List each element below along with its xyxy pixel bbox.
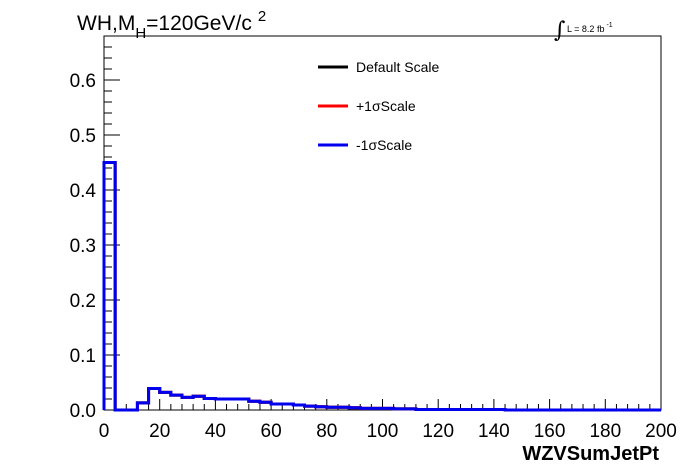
- y-tick-label: 0.4: [70, 181, 97, 202]
- legend: Default Scale +1σScale -1σScale: [318, 59, 439, 153]
- x-tick-label: 120: [422, 421, 454, 442]
- y-tick-label: 0.1: [70, 346, 96, 367]
- x-tick-label: 60: [261, 421, 282, 442]
- chart-title: WH,MH=120GeV/c 2: [77, 8, 266, 42]
- y-axis-ticks: 0.0 0.1 0.2 0.3 0.4 0.5 0.6: [70, 46, 120, 422]
- x-tick-label: 180: [589, 421, 621, 442]
- x-axis-label: WZVSumJetPt: [522, 443, 659, 465]
- legend-entry-plus-sigma-scale: +1σScale: [318, 98, 416, 114]
- x-axis-ticks: 0 20 40 60 80 100 120 140 160 180 200: [99, 399, 677, 442]
- x-tick-label: 40: [205, 421, 226, 442]
- y-tick-label: 0.3: [70, 236, 96, 257]
- series-layer: [102, 161, 661, 412]
- legend-label-plus-sigma-scale: +1σScale: [356, 98, 416, 114]
- title-superscript: 2: [258, 8, 266, 25]
- x-tick-label: 140: [478, 421, 510, 442]
- y-tick-label: 0.5: [70, 126, 96, 147]
- y-tick-label: 0.6: [70, 71, 96, 92]
- y-tick-label: 0.2: [70, 291, 96, 312]
- title-subscript: H: [135, 25, 146, 42]
- x-tick-label: 0: [99, 421, 110, 442]
- luminosity-superscript: -1: [606, 22, 612, 29]
- y-tick-label: 0.0: [70, 401, 96, 422]
- x-tick-label: 100: [367, 421, 399, 442]
- luminosity-label: L = 8.2 fb -1: [567, 22, 613, 34]
- title-base: WH,M: [77, 12, 135, 35]
- luminosity-text: L = 8.2 fb: [567, 24, 604, 34]
- series-line-2: [102, 161, 661, 412]
- luminosity-integral-sign: ∫: [554, 18, 566, 43]
- legend-entry-minus-sigma-scale: -1σScale: [318, 137, 412, 153]
- x-tick-label: 200: [645, 421, 677, 442]
- x-tick-label: 80: [316, 421, 337, 442]
- title-rest: =120GeV/c: [146, 12, 252, 35]
- legend-label-default-scale: Default Scale: [356, 59, 439, 75]
- x-tick-label: 160: [534, 421, 566, 442]
- x-tick-label: 20: [149, 421, 170, 442]
- legend-entry-default-scale: Default Scale: [318, 59, 439, 75]
- legend-label-minus-sigma-scale: -1σScale: [356, 137, 412, 153]
